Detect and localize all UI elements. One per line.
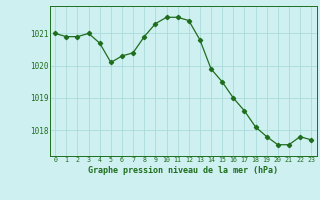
X-axis label: Graphe pression niveau de la mer (hPa): Graphe pression niveau de la mer (hPa): [88, 166, 278, 175]
